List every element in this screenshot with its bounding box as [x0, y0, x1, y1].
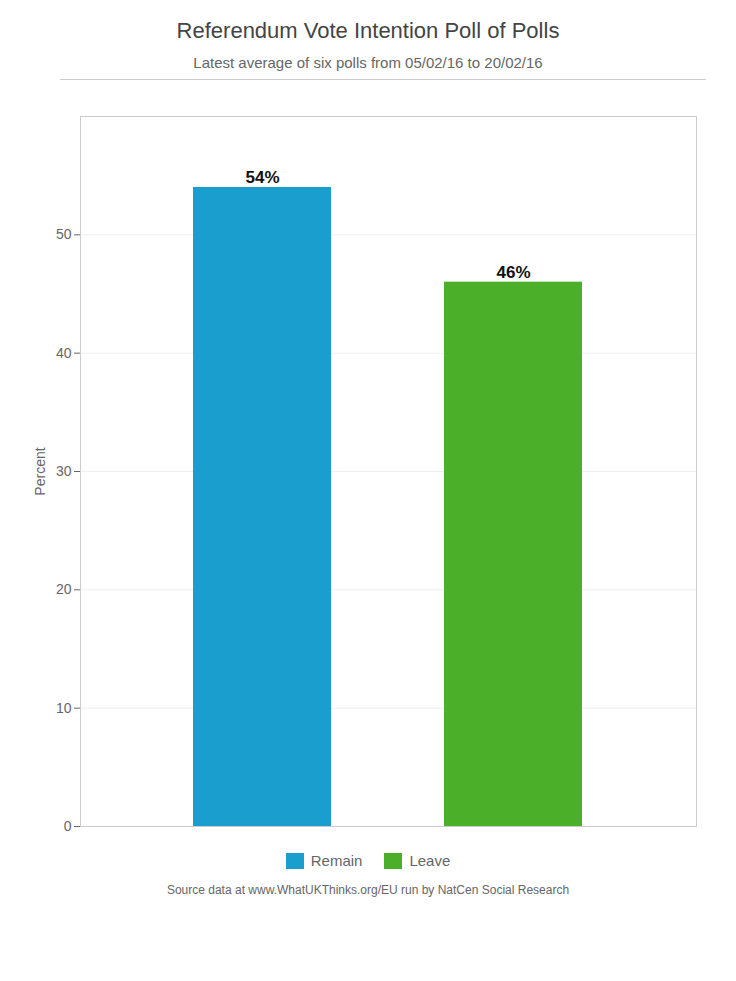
- html-text:Latest average of six polls fr: Latest average of six polls from 05/02/1…: [193, 54, 543, 71]
- html-text:Remain: Remain: [310, 852, 363, 869]
- html-text:Leave: Leave: [409, 852, 451, 869]
- svg-text:20: 20: [56, 581, 72, 597]
- svg-text:50: 50: [56, 226, 72, 242]
- svg-text:30: 30: [56, 463, 72, 479]
- svg-text:10: 10: [56, 700, 72, 716]
- svg-text:40: 40: [56, 345, 72, 361]
- svg-text:54%: 54%: [245, 168, 279, 187]
- svg-text:46%: 46%: [496, 263, 530, 282]
- html-text:Source data at www.WhatUKThink: Source data at www.WhatUKThinks.org/EU r…: [166, 883, 570, 897]
- svg-text:Percent: Percent: [32, 447, 48, 495]
- html-text:Referendum Vote Intention Poll: Referendum Vote Intention Poll of Polls: [176, 18, 560, 43]
- svg-text:0: 0: [64, 818, 72, 834]
